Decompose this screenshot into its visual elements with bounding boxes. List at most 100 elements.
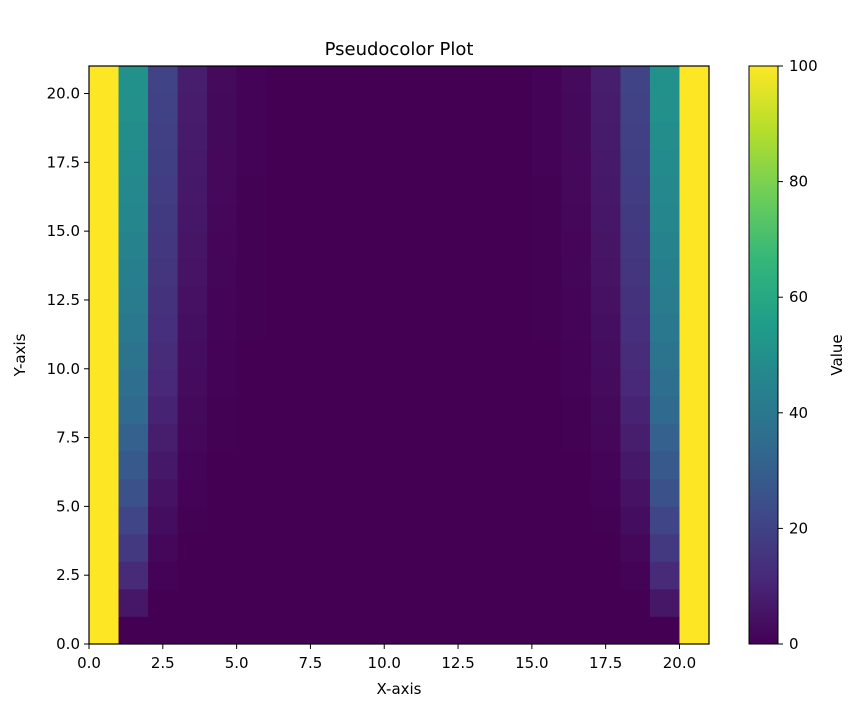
heatmap-cell: [472, 231, 503, 260]
heatmap-cell: [89, 533, 119, 562]
heatmap-cell: [89, 203, 119, 232]
chart-title: Pseudocolor Plot: [325, 39, 474, 60]
heatmap-cell: [354, 341, 385, 370]
heatmap-cell: [620, 203, 651, 232]
heatmap-cell: [413, 93, 444, 122]
heatmap-cell: [177, 561, 208, 590]
heatmap-cell: [177, 478, 208, 507]
heatmap-cell: [413, 121, 444, 149]
heatmap-cell: [620, 451, 651, 480]
heatmap-cell: [354, 478, 385, 507]
heatmap-cell: [236, 588, 267, 617]
heatmap-cell: [236, 231, 267, 260]
heatmap-cell: [354, 231, 385, 260]
heatmap-cell: [266, 506, 297, 535]
y-tick-label: 15.0: [47, 222, 80, 240]
heatmap-cell: [472, 616, 503, 645]
heatmap-cell: [531, 66, 562, 94]
heatmap-cell: [620, 341, 651, 370]
y-tick-label: 17.5: [47, 153, 80, 171]
heatmap-cell: [354, 203, 385, 232]
heatmap-cell: [620, 423, 651, 452]
x-tick-label: 17.5: [589, 654, 622, 672]
heatmap-cell: [413, 561, 444, 590]
heatmap-cell: [590, 286, 621, 315]
x-tick-label: 12.5: [441, 654, 474, 672]
heatmap-cell: [177, 176, 208, 205]
heatmap-cell: [177, 66, 208, 94]
heatmap-cell: [590, 478, 621, 507]
y-axis-ticks: 0.0 2.5 5.0 7.5 10.0 12.5 15.0 17.5 20.0: [47, 85, 89, 653]
heatmap-cell: [472, 286, 503, 315]
heatmap-cell: [295, 396, 326, 425]
heatmap-cell: [531, 148, 562, 177]
heatmap-cell: [118, 533, 149, 562]
heatmap-cell: [89, 66, 119, 94]
heatmap-cell: [266, 368, 297, 397]
heatmap-cell: [531, 396, 562, 425]
heatmap-cell: [295, 561, 326, 590]
heatmap-cell: [148, 478, 178, 507]
heatmap-cell: [561, 231, 592, 260]
heatmap-cell: [472, 203, 503, 232]
heatmap-cell: [354, 148, 385, 177]
heatmap-cell: [384, 93, 415, 122]
heatmap-cell: [679, 313, 710, 342]
heatmap-cell: [590, 588, 621, 617]
heatmap-cell: [384, 533, 415, 562]
heatmap-cell: [443, 478, 474, 507]
heatmap-cell: [413, 341, 444, 370]
heatmap-cell: [679, 533, 710, 562]
heatmap-cell: [472, 148, 503, 177]
heatmap-cell: [413, 533, 444, 562]
heatmap-cell: [236, 203, 267, 232]
heatmap-cell: [207, 231, 238, 260]
heatmap-cell: [207, 148, 238, 177]
heatmap-cell: [561, 396, 592, 425]
heatmap-cell: [325, 368, 356, 397]
heatmap-cell: [620, 231, 651, 260]
heatmap-cell: [561, 423, 592, 452]
heatmap-cell: [236, 313, 267, 342]
heatmap-cell: [531, 561, 562, 590]
heatmap-cell: [177, 451, 208, 480]
heatmap-cell: [325, 258, 356, 287]
heatmap-cell: [502, 148, 533, 177]
heatmap-cell: [531, 588, 562, 617]
heatmap-cell: [89, 396, 119, 425]
heatmap-cell: [236, 176, 267, 205]
heatmap-cell: [590, 368, 621, 397]
plot-frame: [88, 65, 710, 645]
heatmap-cell: [354, 588, 385, 617]
heatmap-cell: [177, 506, 208, 535]
heatmap-cell: [177, 533, 208, 562]
heatmap-cell: [118, 561, 149, 590]
y-tick-label: 2.5: [56, 566, 80, 584]
heatmap-cell: [354, 121, 385, 149]
heatmap-cell: [502, 588, 533, 617]
heatmap-cell: [561, 451, 592, 480]
heatmap-cell: [207, 588, 238, 617]
heatmap-cell: [413, 506, 444, 535]
heatmap-cell: [118, 231, 149, 260]
heatmap-cell: [118, 588, 149, 617]
heatmap-cell: [118, 203, 149, 232]
heatmap-cell: [118, 341, 149, 370]
heatmap-cell: [531, 258, 562, 287]
heatmap-cell: [266, 616, 297, 645]
heatmap-cell: [561, 121, 592, 149]
heatmap-cell: [118, 368, 149, 397]
heatmap-cell: [148, 588, 178, 617]
heatmap-cell: [207, 203, 238, 232]
heatmap-cell: [266, 258, 297, 287]
heatmap-cell: [590, 533, 621, 562]
heatmap-cell: [325, 231, 356, 260]
heatmap-cell: [649, 231, 680, 260]
heatmap-cell: [384, 588, 415, 617]
heatmap-cell: [177, 286, 208, 315]
heatmap-cell: [354, 561, 385, 590]
heatmap-cell: [295, 203, 326, 232]
heatmap-cell: [561, 341, 592, 370]
heatmap-cell: [148, 231, 178, 260]
heatmap-cell: [354, 451, 385, 480]
